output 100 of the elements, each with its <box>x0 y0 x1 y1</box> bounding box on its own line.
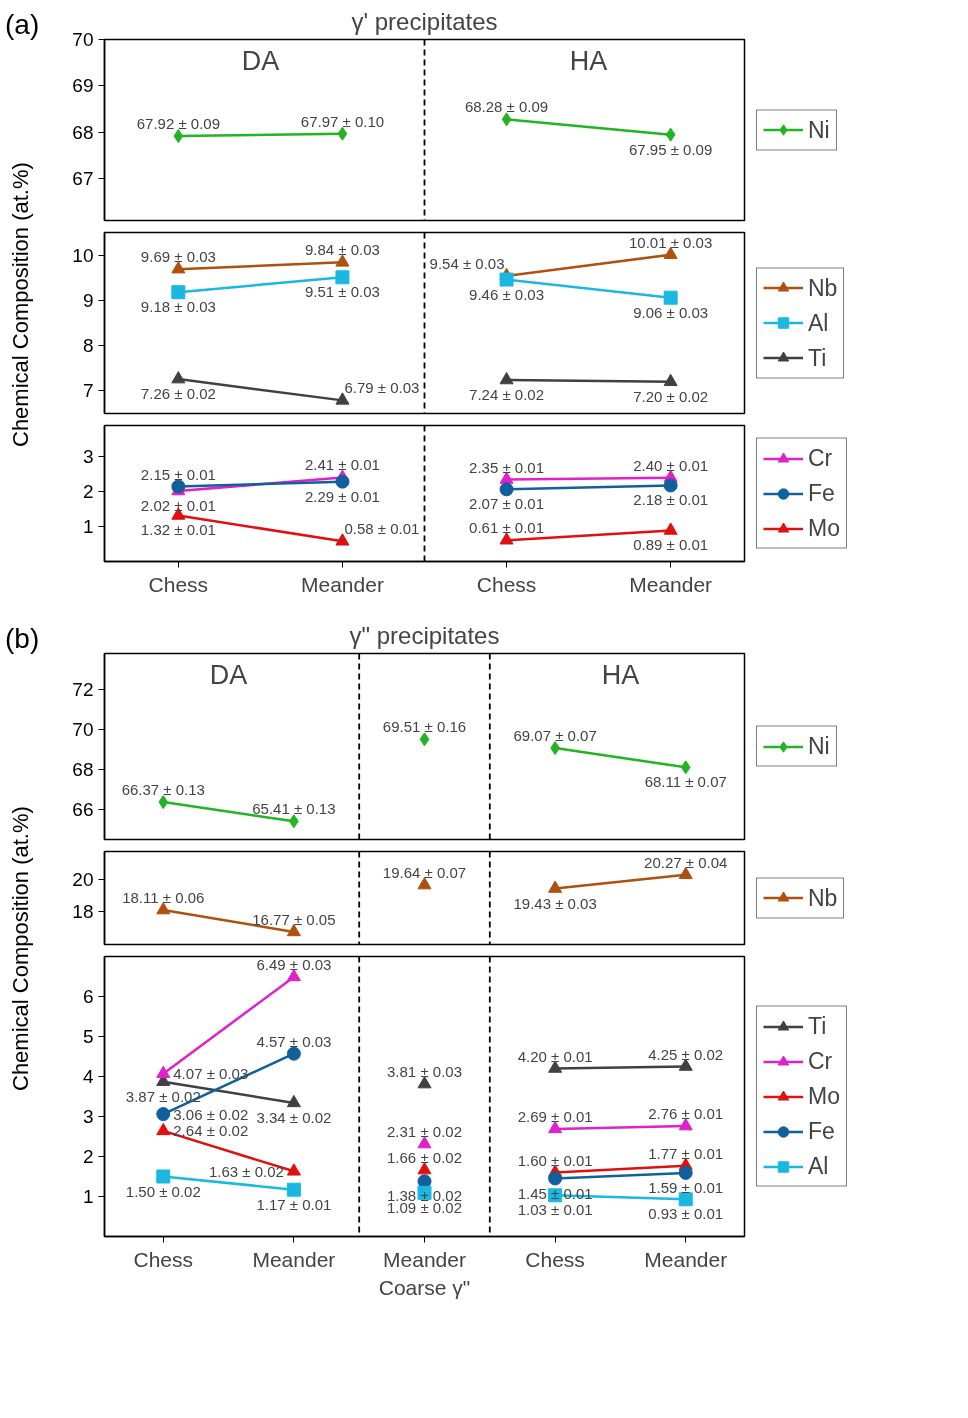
data-label: 0.61 ± 0.01 <box>469 519 545 537</box>
data-label: 6.79 ± 0.03 <box>344 379 420 397</box>
data-label: 67.92 ± 0.09 <box>136 115 221 133</box>
data-label: 9.54 ± 0.03 <box>429 254 505 272</box>
y-tick-label: 70 <box>72 719 94 740</box>
legend-label: Mo <box>808 514 840 542</box>
data-label: 9.84 ± 0.03 <box>304 241 380 259</box>
x-tick-label: Chess <box>525 1247 585 1271</box>
legend-label: Nb <box>808 274 838 301</box>
data-label: 4.07 ± 0.03 <box>173 1065 249 1083</box>
data-label: 0.58 ± 0.01 <box>344 520 420 538</box>
legend-label: Al <box>808 309 829 336</box>
data-label: 3.34 ± 0.02 <box>256 1108 332 1126</box>
data-label: 4.20 ± 0.01 <box>517 1047 593 1065</box>
text: (a) <box>5 8 40 42</box>
data-label: 1.50 ± 0.02 <box>125 1182 201 1200</box>
chart-title: γ' precipitates <box>351 7 498 35</box>
y-tick-label: 68 <box>72 121 94 143</box>
data-label: 2.07 ± 0.01 <box>469 495 545 513</box>
y-tick-label: 20 <box>72 868 94 890</box>
x-tick-label: Chess <box>476 572 537 596</box>
x-tick-label: Meander <box>644 1247 728 1271</box>
y-tick-label: 3 <box>82 1106 94 1127</box>
y-tick-label: 69 <box>72 75 94 97</box>
legend-label: Cr <box>808 1047 833 1075</box>
data-label: 67.97 ± 0.10 <box>300 112 385 130</box>
data-label: 16.77 ± 0.05 <box>252 910 336 928</box>
x-tick-label: Chess <box>133 1247 194 1271</box>
legend-label: Fe <box>808 479 835 507</box>
data-label: 2.40 ± 0.01 <box>633 456 709 474</box>
y-tick-label: 4 <box>82 1066 94 1087</box>
data-label: 1.66 ± 0.02 <box>387 1149 462 1167</box>
data-label: 1.63 ± 0.02 <box>208 1162 284 1180</box>
y-tick-label: 68 <box>72 759 94 780</box>
data-label: 68.11 ± 0.07 <box>644 773 727 791</box>
legend-label: Ni <box>808 116 830 143</box>
data-label: 7.24 ± 0.02 <box>469 386 545 404</box>
legend-label: Ti <box>808 1012 828 1040</box>
data-label: 1.32 ± 0.01 <box>140 521 216 539</box>
data-label: 2.76 ± 0.01 <box>648 1105 724 1123</box>
data-label: 0.89 ± 0.01 <box>633 536 709 554</box>
data-label: 2.18 ± 0.01 <box>633 491 709 509</box>
x-tick-label: Meander <box>301 572 384 596</box>
y-tick-label: 1 <box>82 516 94 538</box>
legend-label: Al <box>808 1152 829 1180</box>
y-tick-label: 9 <box>82 289 94 311</box>
x-tick-label: Meander <box>383 1247 466 1271</box>
x-tick-label: Meander <box>252 1247 336 1271</box>
legend-label: Fe <box>808 1117 835 1145</box>
data-label: 9.69 ± 0.03 <box>140 248 216 266</box>
y-tick-label: 5 <box>82 1026 94 1047</box>
data-label: 10.01 ± 0.03 <box>629 233 713 251</box>
data-label: 18.11 ± 0.06 <box>122 889 205 907</box>
data-label: 7.26 ± 0.02 <box>140 385 216 403</box>
y-tick-label: 6 <box>82 986 94 1007</box>
chart-title: γ" precipitates <box>349 621 500 649</box>
x-tick-label: Chess <box>148 572 209 596</box>
data-label: 0.93 ± 0.01 <box>648 1205 724 1223</box>
y-tick-label: 10 <box>72 244 94 266</box>
data-label: 1.03 ± 0.01 <box>517 1201 593 1219</box>
data-label: 19.64 ± 0.07 <box>382 864 467 882</box>
data-label: 7.20 ± 0.02 <box>633 387 709 405</box>
data-label: 2.02 ± 0.01 <box>140 497 216 515</box>
data-label: 20.27 ± 0.04 <box>644 853 728 871</box>
legend-label: Nb <box>808 884 838 911</box>
y-tick-label: 7 <box>82 380 94 402</box>
data-label: 69.07 ± 0.07 <box>513 727 597 745</box>
y-tick-label: 3 <box>82 446 94 468</box>
text: (b) <box>5 622 40 656</box>
data-label: 68.28 ± 0.09 <box>464 98 549 116</box>
y-axis-title: Chemical Composition (at.%) <box>7 162 34 448</box>
y-tick-label: 1 <box>82 1186 94 1207</box>
y-tick-label: 2 <box>82 1146 94 1167</box>
data-label: 19.43 ± 0.03 <box>513 894 597 912</box>
data-label: 6.49 ± 0.03 <box>256 955 332 973</box>
data-label: 2.35 ± 0.01 <box>469 458 545 476</box>
data-label: 2.29 ± 0.01 <box>304 487 380 505</box>
legend-label: Mo <box>808 1082 840 1110</box>
data-label: 67.95 ± 0.09 <box>629 140 713 158</box>
data-label: 65.41 ± 0.13 <box>252 800 336 818</box>
y-tick-label: 72 <box>72 679 94 700</box>
annotation: DA <box>241 45 280 76</box>
data-label: 66.37 ± 0.13 <box>121 781 205 799</box>
data-label: 9.18 ± 0.03 <box>140 298 216 316</box>
data-label: 2.41 ± 0.01 <box>304 456 380 474</box>
annotation: HA <box>601 659 640 690</box>
data-label: 3.81 ± 0.03 <box>387 1063 462 1081</box>
data-label: 9.06 ± 0.03 <box>633 303 709 321</box>
annotation: DA <box>209 659 248 690</box>
x-axis-title: Coarse γ" <box>378 1275 471 1299</box>
y-tick-label: 66 <box>72 799 94 820</box>
data-label: 1.17 ± 0.01 <box>256 1195 332 1213</box>
data-label: 3.87 ± 0.02 <box>125 1087 201 1105</box>
y-tick-label: 2 <box>82 481 94 503</box>
data-label: 1.59 ± 0.01 <box>648 1178 724 1196</box>
y-tick-label: 8 <box>82 335 94 357</box>
data-label: 4.57 ± 0.03 <box>256 1032 332 1050</box>
legend-label: Ti <box>808 344 828 371</box>
y-axis-title: Chemical Composition (at.%) <box>7 806 34 1092</box>
legend-label: Cr <box>808 444 833 472</box>
